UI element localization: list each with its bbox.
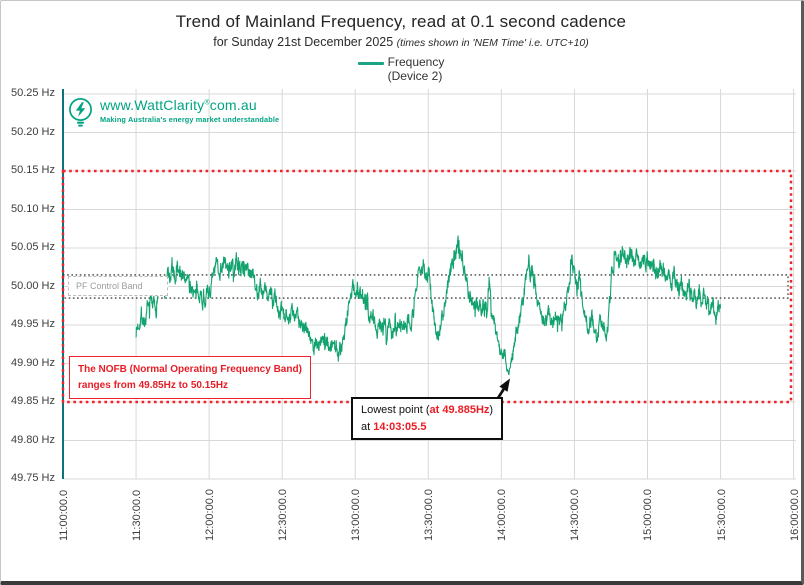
y-axis-tick-label: 50.25 Hz <box>10 87 55 99</box>
subtitle-date: for Sunday 21st December 2025 <box>213 35 397 49</box>
page-title: Trend of Mainland Frequency, read at 0.1… <box>175 12 627 31</box>
x-axis-tick-label: 15:00:00.0 <box>642 489 655 541</box>
x-axis-tick-label: 16:00:00.0 <box>788 489 801 541</box>
lowest-point-value: at 49.885Hz <box>429 404 490 416</box>
wattclarity-logo: www.WattClarity®com.au Making Australia'… <box>67 97 279 128</box>
x-axis-tick-label: 11:00:00.0 <box>58 489 70 541</box>
y-axis-tick-label: 50.20 Hz <box>10 125 55 138</box>
lowest-point-time: 14:03:05.5 <box>373 420 427 433</box>
y-axis-tick-label: 50.05 Hz <box>10 241 55 253</box>
subtitle-timezone-note: (times shown in 'NEM Time' i.e. UTC+10) <box>396 37 589 49</box>
y-axis-tick-label: 50.10 Hz <box>10 202 55 215</box>
logo-url-prefix: www.WattClarity <box>100 97 205 113</box>
x-axis-tick-label: 14:30:00.0 <box>569 489 582 541</box>
y-axis-tick-label: 50.15 Hz <box>10 164 55 176</box>
legend: Frequency (Device 2) <box>1 55 801 83</box>
y-axis-tick-label: 49.95 Hz <box>10 318 55 330</box>
lightbulb-bolt-icon <box>69 98 92 127</box>
x-axis-tick-label: 14:00:00.0 <box>496 489 509 541</box>
nofb-annotation-line1: The NOFB (Normal Operating Frequency Ban… <box>78 364 302 375</box>
chart-subtitle: for Sunday 21st December 2025 (times sho… <box>1 35 801 49</box>
x-axis-tick-label: 13:00:00.0 <box>350 489 363 541</box>
y-axis-tick-label: 50.00 Hz <box>10 279 55 292</box>
logo-url: www.WattClarity®com.au <box>100 97 279 113</box>
frequency-trace <box>135 235 722 376</box>
logo-tagline: Making Australia's energy market underst… <box>100 115 280 124</box>
x-axis-tick-label: 11:30:00.0 <box>131 489 144 541</box>
nofb-annotation-line2: ranges from 49.85Hz to 50.15Hz <box>78 379 229 391</box>
y-axis-tick-label: 49.90 Hz <box>10 356 55 369</box>
pf-control-band-label: PF Control Band <box>68 276 168 296</box>
legend-device-label: (Device 2) <box>387 68 443 83</box>
lowest-point-line2: at 14:03:05.5 <box>361 420 427 433</box>
lowest-point-line1: Lowest point (at 49.885Hz) <box>361 404 494 416</box>
logo-url-suffix: com.au <box>209 97 257 113</box>
lowest-point-annotation: Lowest point (at 49.885Hz) at 14:03:05.5 <box>351 397 504 440</box>
x-axis-tick-label: 15:30:00.0 <box>715 489 728 541</box>
lowest-point-arrowhead <box>499 378 510 392</box>
y-axis-tick-label: 49.80 Hz <box>10 433 55 446</box>
x-axis-tick-label: 13:30:00.0 <box>423 489 436 541</box>
nofb-annotation: The NOFB (Normal Operating Frequency Ban… <box>69 356 311 399</box>
y-axis-tick-label: 49.85 Hz <box>10 395 55 407</box>
y-axis-tick-label: 49.75 Hz <box>10 472 55 484</box>
legend-series-label: Frequency <box>387 55 445 69</box>
legend-line-swatch <box>357 62 384 65</box>
x-axis-tick-label: 12:30:00.0 <box>277 489 290 541</box>
x-axis-tick-label: 12:00:00.0 <box>204 489 217 541</box>
registered-trademark-icon: ® <box>204 99 210 107</box>
